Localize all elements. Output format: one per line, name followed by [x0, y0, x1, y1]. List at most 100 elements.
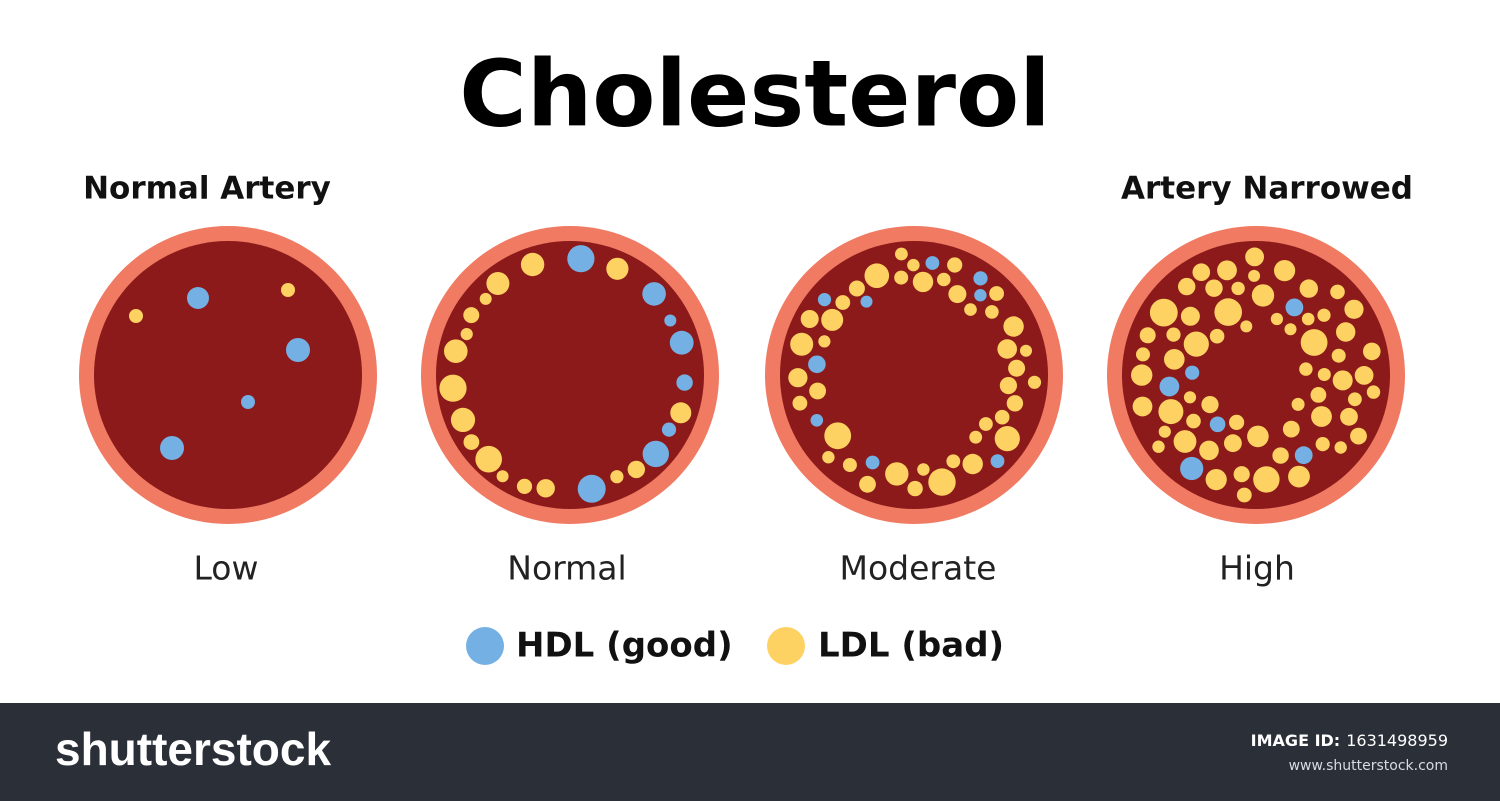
ldl-particle: [885, 462, 909, 486]
ldl-particle: [907, 480, 923, 497]
panel-heading: Normal Artery: [83, 171, 331, 207]
ldl-particle: [1199, 440, 1219, 461]
ldl-particle: [1340, 407, 1358, 426]
ldl-particle: [1139, 327, 1156, 344]
ldl-particle: [496, 470, 509, 483]
ldl-particle: [997, 339, 1017, 359]
ldl-particle: [460, 328, 473, 341]
hdl-particle: [817, 293, 832, 307]
hdl-particle: [1209, 416, 1226, 433]
ldl-particle: [281, 283, 295, 297]
ldl-particle: [1136, 347, 1150, 362]
hdl-particle: [1185, 365, 1200, 380]
ldl-particle: [800, 310, 819, 328]
ldl-particle: [985, 305, 999, 319]
legend-swatch-hdl: [466, 627, 504, 665]
ldl-particle: [1236, 487, 1252, 503]
ldl-particle: [1311, 406, 1332, 427]
ldl-particle: [964, 303, 977, 316]
ldl-particle: [1201, 396, 1219, 414]
ldl-particle: [627, 460, 645, 479]
ldl-particle: [1178, 277, 1196, 296]
ldl-particle: [1317, 308, 1331, 322]
ldl-particle: [859, 475, 876, 493]
hdl-particle: [860, 295, 873, 308]
hdl-particle: [925, 256, 940, 270]
ldl-particle: [1247, 425, 1269, 448]
arteries: [79, 226, 1405, 524]
ldl-particle: [486, 272, 510, 295]
hdl-particle: [865, 455, 880, 470]
ldl-particle: [1003, 316, 1024, 337]
ldl-particle: [1149, 298, 1178, 327]
ldl-particle: [1224, 434, 1242, 453]
ldl-particle: [1183, 331, 1209, 357]
ldl-particle: [1233, 466, 1250, 483]
hdl-particle: [810, 414, 824, 427]
ldl-particle: [1299, 362, 1313, 376]
ldl-particle: [1229, 414, 1245, 430]
ldl-particle: [1166, 327, 1181, 342]
ldl-particle: [1205, 279, 1223, 297]
ldl-particle: [1020, 344, 1032, 357]
ldl-particle: [1251, 284, 1275, 307]
ldl-particle: [1331, 348, 1346, 363]
ldl-particle: [948, 285, 967, 304]
ldl-particle: [1253, 466, 1280, 493]
panel-label: Normal: [507, 549, 626, 588]
ldl-particle: [1350, 427, 1367, 445]
footer-bar: [0, 703, 1500, 801]
ldl-particle: [842, 458, 857, 472]
hdl-particle: [669, 330, 694, 355]
ldl-particle: [1288, 465, 1310, 488]
ldl-particle: [1291, 397, 1305, 411]
legend-label: HDL (good): [516, 626, 733, 666]
ldl-particle: [1336, 322, 1356, 342]
hdl-particle: [808, 355, 826, 374]
ldl-particle: [818, 335, 831, 348]
panel-heading: Artery Narrowed: [1121, 171, 1413, 207]
hdl-particle: [642, 440, 669, 468]
ldl-particle: [937, 272, 951, 287]
ldl-particle: [450, 407, 476, 432]
ldl-particle: [1008, 359, 1026, 377]
ldl-particle: [864, 263, 890, 289]
image-id-label: IMAGE ID:: [1251, 731, 1341, 750]
ldl-particle: [1366, 385, 1381, 399]
ldl-particle: [809, 382, 826, 400]
ldl-particle: [610, 470, 624, 484]
ldl-particle: [479, 292, 492, 305]
ldl-particle: [1363, 342, 1381, 361]
title: Cholesterol: [459, 40, 1050, 147]
ldl-particle: [1027, 375, 1042, 389]
legend-swatch-ldl: [767, 627, 805, 665]
ldl-particle: [1217, 260, 1237, 281]
footer-url: www.shutterstock.com: [1289, 758, 1448, 774]
ldl-particle: [1214, 298, 1242, 326]
ldl-particle: [848, 280, 865, 297]
hdl-particle: [973, 271, 988, 286]
ldl-particle: [1132, 396, 1153, 417]
hdl-particle: [642, 282, 666, 306]
ldl-particle: [520, 252, 545, 277]
ldl-particle: [516, 478, 533, 494]
image-id-value: 1631498959: [1346, 731, 1448, 750]
ldl-particle: [895, 247, 908, 261]
hdl-particle: [1159, 376, 1180, 397]
ldl-particle: [536, 479, 555, 498]
ldl-particle: [1270, 312, 1283, 326]
ldl-particle: [994, 426, 1020, 452]
ldl-particle: [1348, 392, 1362, 407]
ldl-particle: [1164, 349, 1185, 370]
ldl-particle: [1183, 391, 1197, 404]
hdl-particle: [676, 374, 693, 391]
ldl-particle: [1131, 364, 1153, 386]
ldl-particle: [670, 402, 692, 424]
panel-label: Low: [194, 549, 259, 588]
ldl-particle: [907, 258, 920, 272]
ldl-particle: [790, 332, 814, 356]
panel-label: High: [1219, 549, 1295, 588]
hdl-particle: [974, 289, 987, 302]
ldl-particle: [1192, 263, 1211, 282]
